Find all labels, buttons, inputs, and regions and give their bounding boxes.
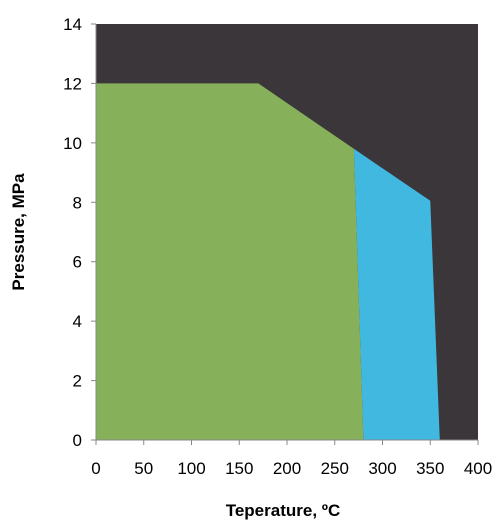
x-tick-label: 0 [91, 459, 100, 478]
x-axis-title: Teperature, ºC [226, 501, 341, 520]
x-tick-label: 300 [368, 459, 396, 478]
plot-regions [96, 24, 478, 441]
x-tick-labels: 0 50 100 150 200 250 300 350 400 [91, 459, 492, 478]
x-tick-label: 50 [134, 459, 153, 478]
x-tick-label: 100 [177, 459, 205, 478]
x-tick-label: 350 [416, 459, 444, 478]
y-tick-label: 12 [63, 74, 82, 93]
x-tick-label: 150 [225, 459, 253, 478]
x-tick-label: 400 [464, 459, 492, 478]
y-tick-labels: 0 2 4 6 8 10 12 14 [63, 15, 82, 450]
y-tick-label: 2 [73, 372, 82, 391]
region-2 [96, 83, 364, 440]
y-tick-label: 6 [73, 253, 82, 272]
x-tick-label: 200 [273, 459, 301, 478]
y-tick-label: 10 [63, 134, 82, 153]
axes [91, 23, 479, 445]
y-tick-label: 14 [63, 15, 82, 34]
y-tick-label: 0 [73, 431, 82, 450]
y-axis-title: Pressure, MPa [9, 173, 28, 291]
x-tick-label: 250 [321, 459, 349, 478]
y-tick-label: 8 [73, 193, 82, 212]
region-1 [353, 148, 440, 441]
y-tick-label: 4 [73, 312, 82, 331]
